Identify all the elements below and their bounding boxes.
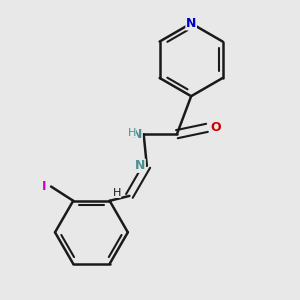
Text: H: H	[128, 128, 136, 138]
Text: N: N	[186, 17, 196, 30]
Text: I: I	[42, 180, 46, 193]
Text: N: N	[135, 159, 145, 172]
Text: H: H	[112, 188, 121, 198]
Text: N: N	[132, 128, 142, 141]
Text: O: O	[211, 121, 221, 134]
